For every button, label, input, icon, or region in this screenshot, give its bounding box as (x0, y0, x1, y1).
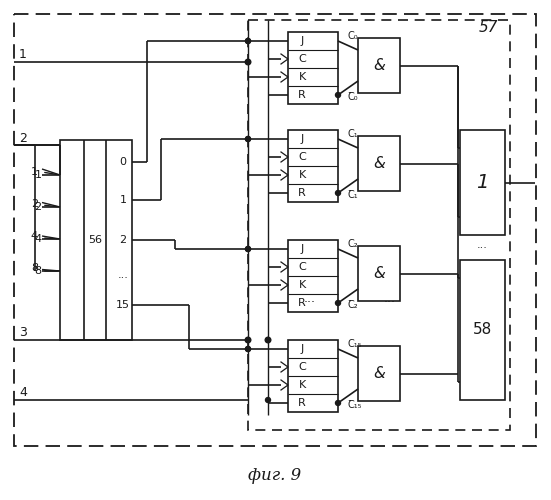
Text: 1: 1 (35, 170, 41, 180)
Text: C̅₁₅: C̅₁₅ (348, 400, 363, 410)
Text: &: & (373, 58, 385, 73)
Bar (248, 20, 510, 430)
Text: 1: 1 (19, 48, 27, 62)
Circle shape (245, 337, 251, 343)
Text: K: K (299, 280, 306, 290)
Circle shape (336, 92, 341, 98)
Text: 4: 4 (31, 231, 38, 241)
Circle shape (246, 346, 251, 352)
Text: R: R (298, 298, 306, 308)
Text: &: & (373, 366, 385, 381)
Text: J: J (300, 134, 304, 144)
Text: C: C (298, 262, 306, 272)
Text: 8: 8 (31, 263, 38, 273)
Text: &: & (373, 156, 385, 171)
Text: 8: 8 (34, 266, 41, 276)
Text: J: J (300, 36, 304, 46)
Text: J: J (300, 244, 304, 254)
Text: фиг. 9: фиг. 9 (249, 466, 301, 483)
Text: C̅₁: C̅₁ (348, 190, 359, 200)
Text: 4: 4 (19, 386, 27, 400)
Text: 15: 15 (116, 300, 130, 310)
Text: ...: ... (117, 270, 128, 280)
Text: C₂: C₂ (348, 239, 359, 249)
Text: R: R (298, 188, 306, 198)
Text: C̅₀: C̅₀ (348, 92, 359, 102)
Text: 58: 58 (473, 322, 492, 338)
Text: ...: ... (477, 240, 488, 250)
Text: J: J (300, 344, 304, 354)
Text: C: C (298, 362, 306, 372)
Bar (14, 14, 536, 446)
Text: C₁: C₁ (348, 129, 359, 139)
Circle shape (246, 246, 251, 252)
Text: K: K (299, 72, 306, 82)
Text: 1: 1 (120, 195, 127, 205)
Text: 3: 3 (19, 326, 27, 340)
Text: C₁₅: C₁₅ (348, 339, 363, 349)
Text: ...: ... (304, 292, 316, 304)
Bar (358, 346, 400, 401)
Bar (358, 136, 400, 191)
Circle shape (246, 38, 251, 44)
Bar (358, 246, 400, 301)
Text: 4: 4 (34, 234, 41, 244)
Circle shape (336, 400, 341, 406)
Text: R: R (298, 398, 306, 408)
Circle shape (246, 136, 251, 141)
Text: K: K (299, 380, 306, 390)
Text: K: K (299, 170, 306, 180)
Text: 0: 0 (120, 157, 127, 167)
Text: ...: ... (384, 292, 396, 304)
Bar (460, 130, 505, 235)
Text: R: R (298, 90, 306, 100)
Text: 2: 2 (31, 199, 38, 209)
Text: C: C (298, 152, 306, 162)
Bar (288, 32, 338, 104)
Bar (358, 38, 400, 93)
Text: 2: 2 (34, 202, 41, 212)
Bar (288, 340, 338, 412)
Bar (288, 130, 338, 202)
Bar (60, 140, 132, 340)
Circle shape (246, 136, 251, 141)
Circle shape (246, 246, 251, 252)
Text: 1: 1 (31, 167, 38, 177)
Circle shape (265, 337, 271, 343)
Text: C̅₂: C̅₂ (348, 300, 359, 310)
Circle shape (246, 38, 251, 44)
Text: 2: 2 (120, 235, 127, 245)
Circle shape (336, 300, 341, 306)
Text: C: C (298, 54, 306, 64)
Bar (288, 240, 338, 312)
Text: 2: 2 (19, 132, 27, 144)
Circle shape (266, 398, 271, 402)
Circle shape (245, 59, 251, 65)
Circle shape (246, 346, 251, 352)
Text: 57: 57 (478, 20, 498, 36)
Text: C₀: C₀ (348, 31, 359, 41)
Bar (460, 260, 505, 400)
Text: &: & (373, 266, 385, 281)
Circle shape (336, 190, 341, 196)
Text: 56: 56 (88, 235, 102, 245)
Text: 1: 1 (476, 173, 489, 192)
